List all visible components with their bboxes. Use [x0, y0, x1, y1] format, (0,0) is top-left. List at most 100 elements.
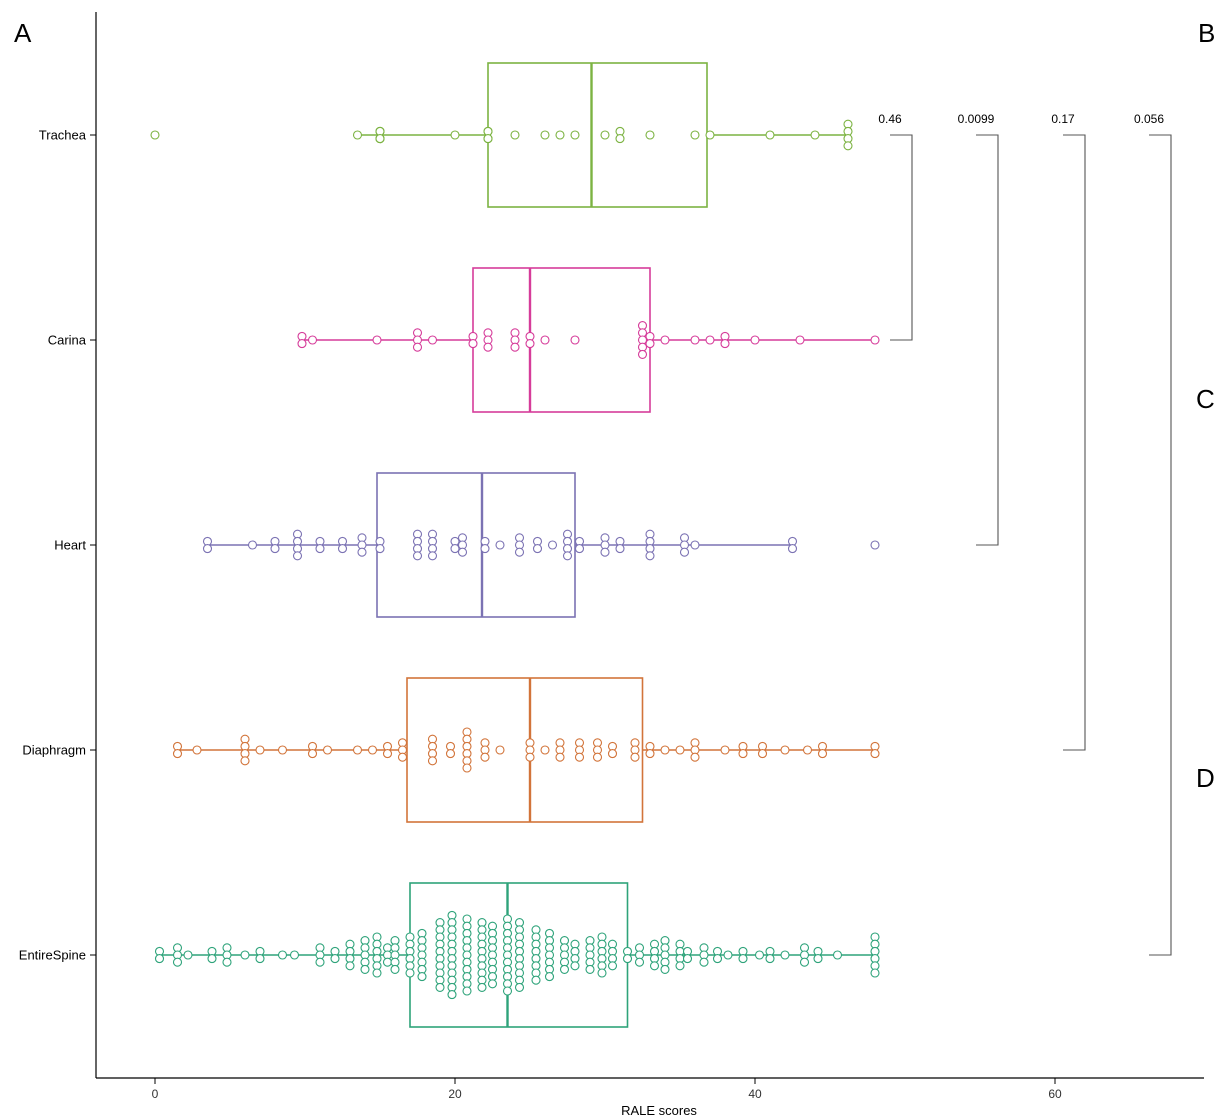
point-entirespine-14	[277, 950, 288, 960]
point-trachea-28	[150, 130, 160, 140]
comparison-bracket-1	[976, 134, 999, 546]
point-diaphragm-44	[574, 752, 585, 762]
point-diaphragm-18	[397, 752, 408, 762]
point-entirespine-194	[723, 950, 733, 960]
point-heart-48	[600, 547, 610, 557]
point-entirespine-177	[649, 961, 660, 971]
panel-label-a: A	[14, 18, 32, 48]
point-entirespine-168	[607, 961, 618, 971]
point-heart-36	[514, 547, 525, 557]
point-entirespine-10	[222, 957, 232, 967]
point-diaphragm-12	[352, 745, 363, 755]
point-diaphragm-47	[592, 752, 603, 762]
point-trachea-19	[645, 130, 655, 140]
point-trachea-7	[450, 130, 460, 140]
point-heart-50	[615, 544, 625, 554]
point-entirespine-108	[487, 979, 498, 989]
point-entirespine-4	[172, 957, 183, 967]
point-carina-28	[690, 335, 700, 345]
point-heart-8	[292, 551, 303, 561]
point-carina-17	[525, 339, 535, 349]
point-diaphragm-62	[738, 749, 748, 759]
point-entirespine-203	[799, 957, 810, 967]
point-diaphragm-22	[427, 756, 438, 766]
point-trachea-23	[810, 130, 820, 140]
point-heart-27	[450, 544, 460, 554]
point-entirespine-153	[570, 961, 580, 971]
point-carina-33	[795, 335, 805, 345]
point-entirespine-158	[585, 964, 595, 974]
box-carina	[472, 267, 651, 413]
p-value-label-2: 0.17	[1051, 112, 1075, 126]
point-diaphragm-11	[322, 745, 333, 755]
point-entirespine-200	[780, 950, 790, 960]
point-diaphragm-13	[367, 745, 378, 755]
point-diaphragm-52	[630, 752, 640, 762]
point-trachea-15	[570, 130, 580, 140]
point-carina-24	[637, 349, 648, 359]
point-trachea-27	[843, 141, 853, 151]
comparison-brackets: 0.46 0.0099 0.17 0.056	[878, 112, 1172, 956]
point-entirespine-173	[634, 957, 645, 967]
point-entirespine-188	[682, 954, 693, 964]
point-diaphragm-30	[462, 763, 472, 773]
panel-label-d: D	[1196, 763, 1215, 793]
comparison-bracket-2	[1063, 134, 1086, 751]
point-entirespine-49	[405, 968, 415, 978]
point-entirespine-43	[390, 964, 400, 974]
point-carina-19	[570, 335, 580, 345]
x-tick-label-60: 60	[1048, 1087, 1062, 1101]
point-diaphragm-66	[802, 745, 813, 755]
point-diaphragm-7	[255, 745, 265, 755]
point-carina-6	[412, 342, 423, 352]
point-diaphragm-1	[172, 749, 183, 759]
point-entirespine-99	[477, 982, 487, 992]
point-entirespine-182	[660, 964, 670, 974]
point-entirespine-78	[447, 990, 457, 1000]
point-diaphragm-38	[540, 745, 550, 755]
point-entirespine-196	[738, 954, 748, 964]
point-heart-21	[412, 551, 423, 561]
point-entirespine-20	[330, 954, 340, 964]
point-heart-30	[457, 547, 468, 557]
point-heart-4	[270, 544, 280, 554]
point-heart-58	[690, 540, 700, 550]
plot-layer	[150, 62, 880, 1028]
point-carina-26	[645, 339, 655, 349]
point-entirespine-119	[502, 986, 513, 996]
point-heart-15	[357, 547, 367, 557]
point-carina-12	[483, 342, 493, 352]
p-value-label-0: 0.46	[878, 112, 902, 126]
point-entirespine-56	[417, 972, 427, 982]
point-diaphragm-41	[555, 752, 565, 762]
point-trachea-22	[765, 130, 775, 140]
point-diaphragm-2	[192, 745, 202, 755]
x-tick-label-20: 20	[448, 1087, 462, 1101]
point-heart-12	[337, 544, 348, 554]
point-carina-32	[750, 335, 760, 345]
point-entirespine-164	[597, 968, 607, 978]
point-carina-18	[540, 335, 550, 345]
axis-ticks: 0 20 40 60 Trachea Carina Heart Diaphragm Entire…	[19, 128, 1062, 1102]
point-heart-39	[547, 540, 558, 550]
point-carina-15	[510, 342, 520, 352]
point-entirespine-29	[360, 964, 370, 974]
point-trachea-13	[540, 130, 550, 140]
point-carina-2	[307, 335, 318, 345]
point-entirespine-5	[183, 950, 193, 960]
category-label-trachea: Trachea	[39, 128, 87, 143]
point-diaphragm-33	[480, 752, 490, 762]
x-tick-label-0: 0	[152, 1087, 159, 1101]
point-heart-54	[645, 551, 655, 561]
series-heart	[202, 472, 880, 618]
box-heart	[376, 472, 576, 618]
point-carina-1	[297, 339, 307, 349]
point-entirespine-193	[712, 954, 723, 964]
point-heart-57	[679, 547, 690, 557]
point-entirespine-18	[315, 957, 325, 967]
category-label-diaphragm: Diaphragm	[22, 743, 86, 758]
point-trachea-21	[705, 130, 715, 140]
point-diaphragm-8	[277, 745, 288, 755]
